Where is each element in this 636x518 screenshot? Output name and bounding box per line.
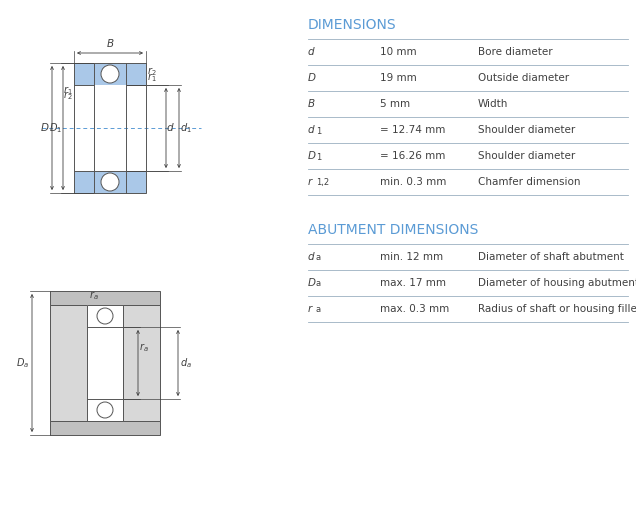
Text: $D_a$: $D_a$ — [16, 356, 29, 370]
Text: $r_1$: $r_1$ — [147, 71, 156, 84]
Text: $r_1$: $r_1$ — [64, 84, 73, 97]
Text: = 16.26 mm: = 16.26 mm — [380, 151, 445, 161]
Text: Chamfer dimension: Chamfer dimension — [478, 177, 581, 187]
Text: min. 12 mm: min. 12 mm — [380, 252, 443, 262]
Text: Shoulder diameter: Shoulder diameter — [478, 151, 575, 161]
Bar — [50, 305, 87, 421]
Text: $r_a$: $r_a$ — [89, 289, 99, 302]
Text: $d_a$: $d_a$ — [180, 356, 192, 370]
Text: 1: 1 — [316, 152, 321, 162]
Bar — [74, 171, 146, 193]
Text: B: B — [308, 99, 315, 109]
Bar — [87, 305, 123, 327]
Text: Radius of shaft or housing fillet: Radius of shaft or housing fillet — [478, 304, 636, 314]
Text: 10 mm: 10 mm — [380, 47, 417, 57]
Bar — [50, 421, 160, 435]
Text: $r_2$: $r_2$ — [64, 89, 73, 102]
Bar — [74, 63, 146, 85]
Text: a: a — [316, 306, 321, 314]
Text: r: r — [308, 304, 312, 314]
Text: r: r — [308, 177, 312, 187]
Circle shape — [97, 308, 113, 324]
Text: D: D — [41, 123, 49, 133]
Bar — [87, 305, 123, 421]
Bar — [87, 399, 123, 421]
Text: max. 0.3 mm: max. 0.3 mm — [380, 304, 449, 314]
Text: Shoulder diameter: Shoulder diameter — [478, 125, 575, 135]
Text: ABUTMENT DIMENSIONS: ABUTMENT DIMENSIONS — [308, 223, 478, 237]
Text: $r_2$: $r_2$ — [147, 65, 156, 78]
Text: d: d — [167, 123, 174, 133]
Text: DIMENSIONS: DIMENSIONS — [308, 18, 397, 32]
Text: D: D — [308, 278, 316, 288]
Text: max. 17 mm: max. 17 mm — [380, 278, 446, 288]
Text: Diameter of housing abutment: Diameter of housing abutment — [478, 278, 636, 288]
Text: d: d — [308, 252, 315, 262]
Text: d: d — [308, 125, 315, 135]
Text: Diameter of shaft abutment: Diameter of shaft abutment — [478, 252, 624, 262]
Text: D: D — [308, 151, 316, 161]
Bar — [94, 85, 126, 171]
Text: B: B — [106, 39, 114, 49]
Bar — [123, 305, 160, 421]
Text: 19 mm: 19 mm — [380, 73, 417, 83]
Text: $d_1$: $d_1$ — [180, 121, 192, 135]
Text: d: d — [308, 47, 315, 57]
Text: 1: 1 — [316, 126, 321, 136]
Text: $D_1$: $D_1$ — [49, 121, 62, 135]
Circle shape — [101, 173, 119, 191]
Text: min. 0.3 mm: min. 0.3 mm — [380, 177, 446, 187]
Text: a: a — [316, 253, 321, 263]
Text: a: a — [316, 280, 321, 289]
Text: Bore diameter: Bore diameter — [478, 47, 553, 57]
Text: 5 mm: 5 mm — [380, 99, 410, 109]
Text: = 12.74 mm: = 12.74 mm — [380, 125, 445, 135]
Circle shape — [97, 402, 113, 418]
Text: Outside diameter: Outside diameter — [478, 73, 569, 83]
Bar — [74, 63, 146, 193]
Circle shape — [101, 65, 119, 83]
Text: $r_a$: $r_a$ — [139, 341, 149, 354]
Bar — [50, 291, 160, 305]
Text: Width: Width — [478, 99, 508, 109]
Text: D: D — [308, 73, 316, 83]
Text: 1,2: 1,2 — [316, 179, 329, 188]
